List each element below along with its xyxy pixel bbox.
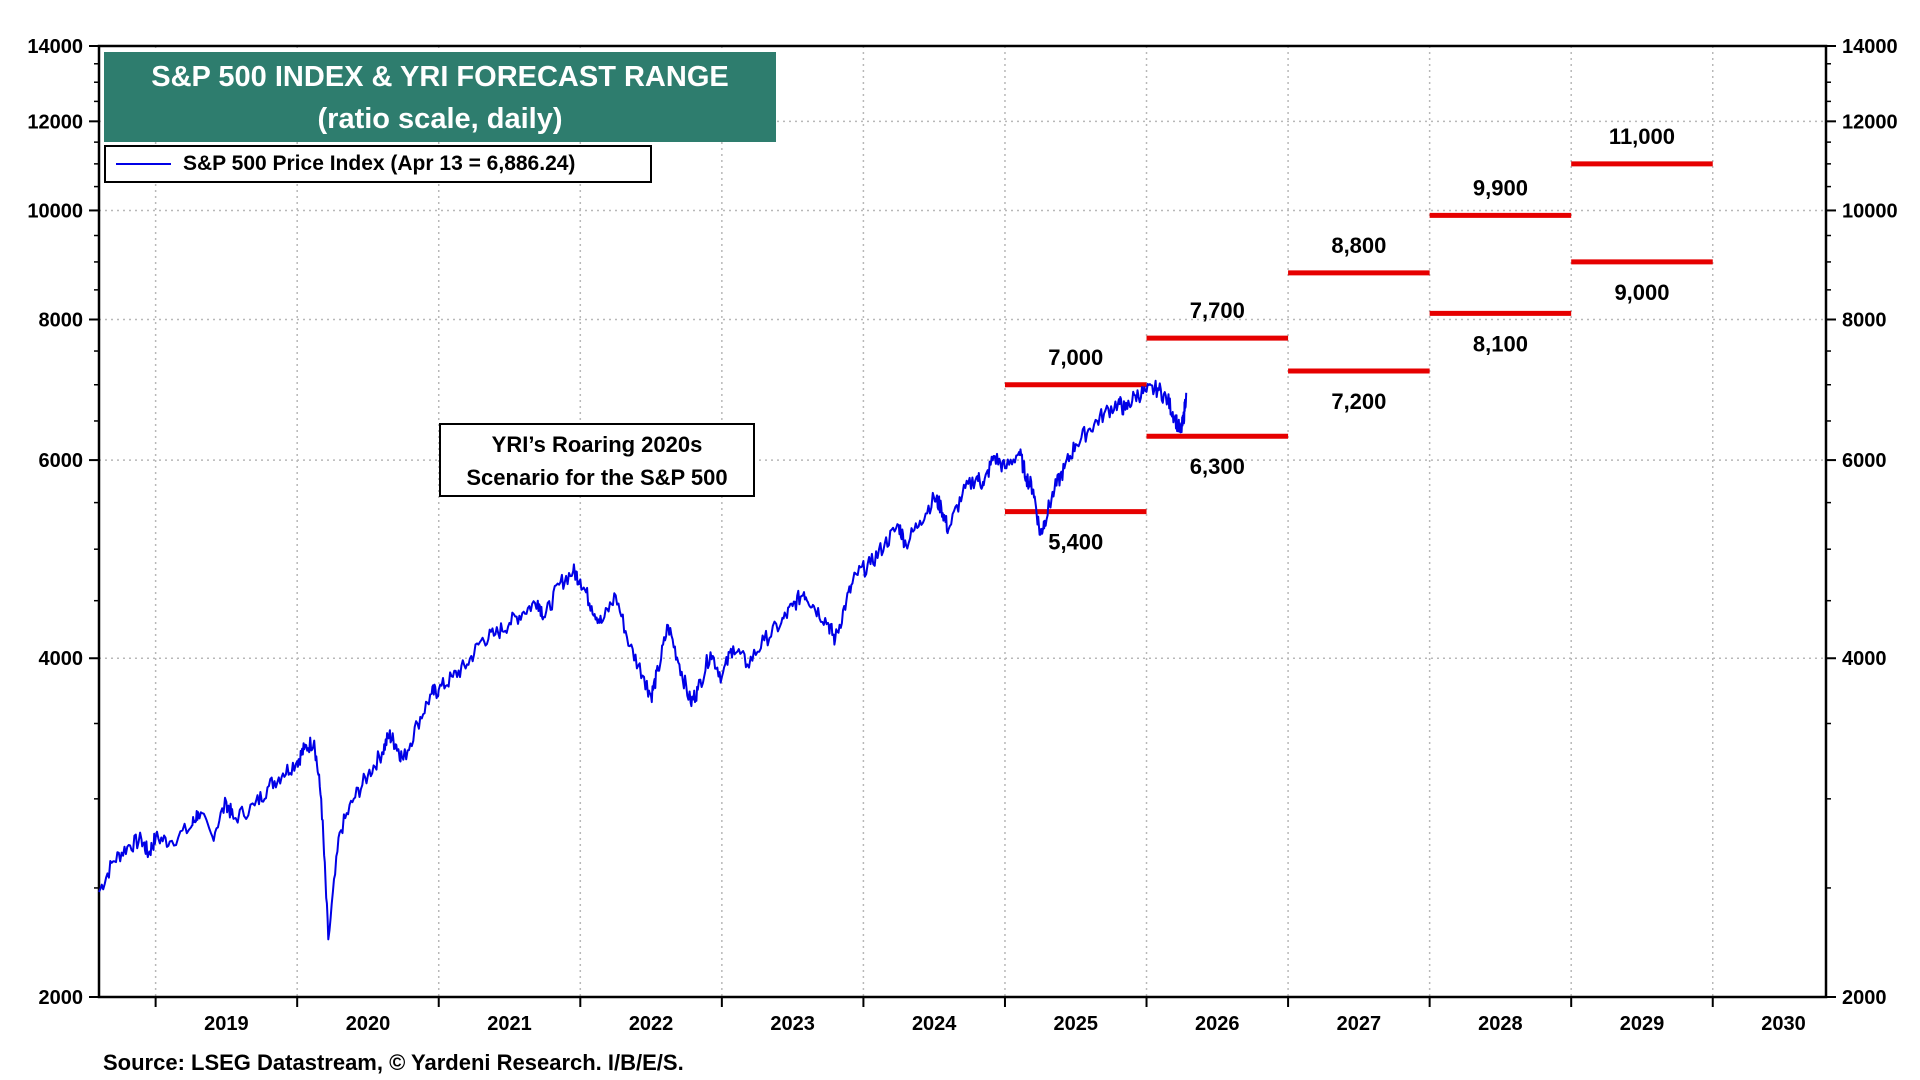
y-tick-label-right: 12000: [1842, 111, 1898, 133]
y-tick-label-left: 4000: [39, 648, 84, 670]
scenario-line-1: YRI’s Roaring 2020s: [491, 432, 703, 457]
axis-layer: 2000 2000 4000 4000 6000 6000 8000 8000 10000 100…: [27, 36, 1897, 1035]
forecast-layer: [1004, 161, 1713, 515]
forecast-high-label: 8,800: [1331, 233, 1386, 258]
y-tick-label-left: 2000: [39, 987, 84, 1009]
sp500-series-line: [98, 379, 1188, 941]
chart-title-box: S&P 500 INDEX & YRI FORECAST RANGE (rati…: [104, 52, 776, 142]
x-tick-label: 2023: [770, 1013, 815, 1035]
scenario-annotation: YRI’s Roaring 2020s Scenario for the S&P…: [439, 423, 755, 497]
chart-title: S&P 500 INDEX & YRI FORECAST RANGE: [151, 61, 729, 93]
x-tick-label: 2029: [1620, 1013, 1665, 1035]
y-tick-label-right: 8000: [1842, 309, 1887, 331]
forecast-low-label: 9,000: [1614, 280, 1669, 305]
forecast-low-label: 6,300: [1190, 454, 1245, 479]
source-note: Source: LSEG Datastream, © Yardeni Resea…: [103, 1050, 684, 1075]
x-tick-label: 2026: [1195, 1013, 1240, 1035]
y-tick-label-left: 14000: [27, 36, 83, 58]
y-tick-label-left: 6000: [39, 450, 84, 472]
y-tick-label-right: 14000: [1842, 36, 1898, 58]
chart-subtitle: (ratio scale, daily): [317, 103, 563, 135]
legend-label: S&P 500 Price Index (Apr 13 = 6,886.24): [183, 152, 576, 175]
y-tick-label-right: 10000: [1842, 200, 1898, 222]
x-tick-label: 2025: [1053, 1013, 1098, 1035]
x-tick-label: 2028: [1478, 1013, 1523, 1035]
forecast-high-label: 7,000: [1048, 345, 1103, 370]
plot-frame: [97, 44, 1828, 999]
label-layer: 7,000 5,400 7,700 6,300 8,800 7,200 9,900 8,100…: [1048, 124, 1675, 555]
x-tick-label: 2030: [1761, 1013, 1806, 1035]
series-layer: [98, 379, 1188, 941]
forecast-low-label: 8,100: [1473, 331, 1528, 356]
x-tick-label: 2021: [487, 1013, 532, 1035]
y-tick-label-right: 4000: [1842, 648, 1887, 670]
forecast-high-label: 11,000: [1609, 124, 1675, 149]
forecast-low-label: 7,200: [1331, 389, 1386, 414]
forecast-high-label: 9,900: [1473, 175, 1528, 200]
forecast-low-label: 5,400: [1048, 530, 1103, 555]
x-tick-label: 2019: [204, 1013, 249, 1035]
y-tick-label-left: 12000: [27, 111, 83, 133]
y-tick-label-left: 10000: [27, 200, 83, 222]
x-tick-label: 2020: [346, 1013, 391, 1035]
x-tick-label: 2027: [1337, 1013, 1382, 1035]
x-tick-label: 2024: [912, 1013, 957, 1035]
legend: S&P 500 Price Index (Apr 13 = 6,886.24): [104, 145, 652, 183]
forecast-high-label: 7,700: [1190, 298, 1245, 323]
scenario-line-2: Scenario for the S&P 500: [466, 465, 728, 490]
y-tick-label-right: 2000: [1842, 987, 1887, 1009]
y-tick-label-right: 6000: [1842, 450, 1887, 472]
grid-layer: [99, 46, 1826, 997]
x-tick-label: 2022: [629, 1013, 674, 1035]
y-tick-label-left: 8000: [39, 309, 84, 331]
legend-line-swatch: [116, 163, 171, 165]
